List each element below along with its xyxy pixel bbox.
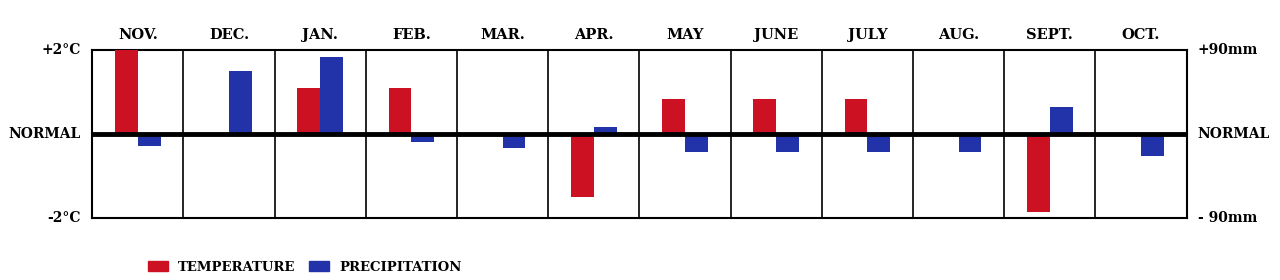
Text: APR.: APR. — [573, 28, 613, 42]
Text: -2°C: -2°C — [47, 211, 81, 225]
Bar — [1140, 134, 1164, 156]
Text: FEB.: FEB. — [392, 28, 431, 42]
Bar — [868, 134, 890, 152]
Bar — [138, 134, 160, 146]
Bar — [320, 57, 343, 134]
Bar — [297, 88, 320, 134]
Text: NOV.: NOV. — [118, 28, 157, 42]
Bar — [959, 134, 982, 152]
Text: +2°C: +2°C — [42, 43, 81, 57]
Text: JULY: JULY — [847, 28, 887, 42]
Bar — [776, 134, 799, 152]
Bar — [571, 134, 594, 197]
Text: SEPT.: SEPT. — [1027, 28, 1073, 42]
Bar — [389, 88, 411, 134]
Bar — [1027, 134, 1050, 212]
Legend: TEMPERATURE, PRECIPITATION: TEMPERATURE, PRECIPITATION — [142, 255, 467, 279]
Text: MAR.: MAR. — [480, 28, 525, 42]
Text: MAY: MAY — [667, 28, 704, 42]
Bar — [1050, 107, 1073, 134]
Text: - 90mm: - 90mm — [1198, 211, 1257, 225]
Bar — [229, 71, 252, 134]
Bar — [754, 99, 776, 134]
Bar — [115, 50, 138, 134]
Bar — [685, 134, 708, 152]
Bar — [662, 99, 685, 134]
Text: OCT.: OCT. — [1121, 28, 1160, 42]
Text: JUNE: JUNE — [754, 28, 799, 42]
Text: AUG.: AUG. — [938, 28, 979, 42]
Text: JAN.: JAN. — [302, 28, 338, 42]
Bar — [594, 127, 617, 134]
Text: DEC.: DEC. — [209, 28, 250, 42]
Text: +90mm: +90mm — [1198, 43, 1258, 57]
Text: NORMAL: NORMAL — [1198, 127, 1270, 141]
Text: NORMAL: NORMAL — [9, 127, 81, 141]
Bar — [845, 99, 868, 134]
Bar — [411, 134, 434, 142]
Bar — [503, 134, 525, 148]
